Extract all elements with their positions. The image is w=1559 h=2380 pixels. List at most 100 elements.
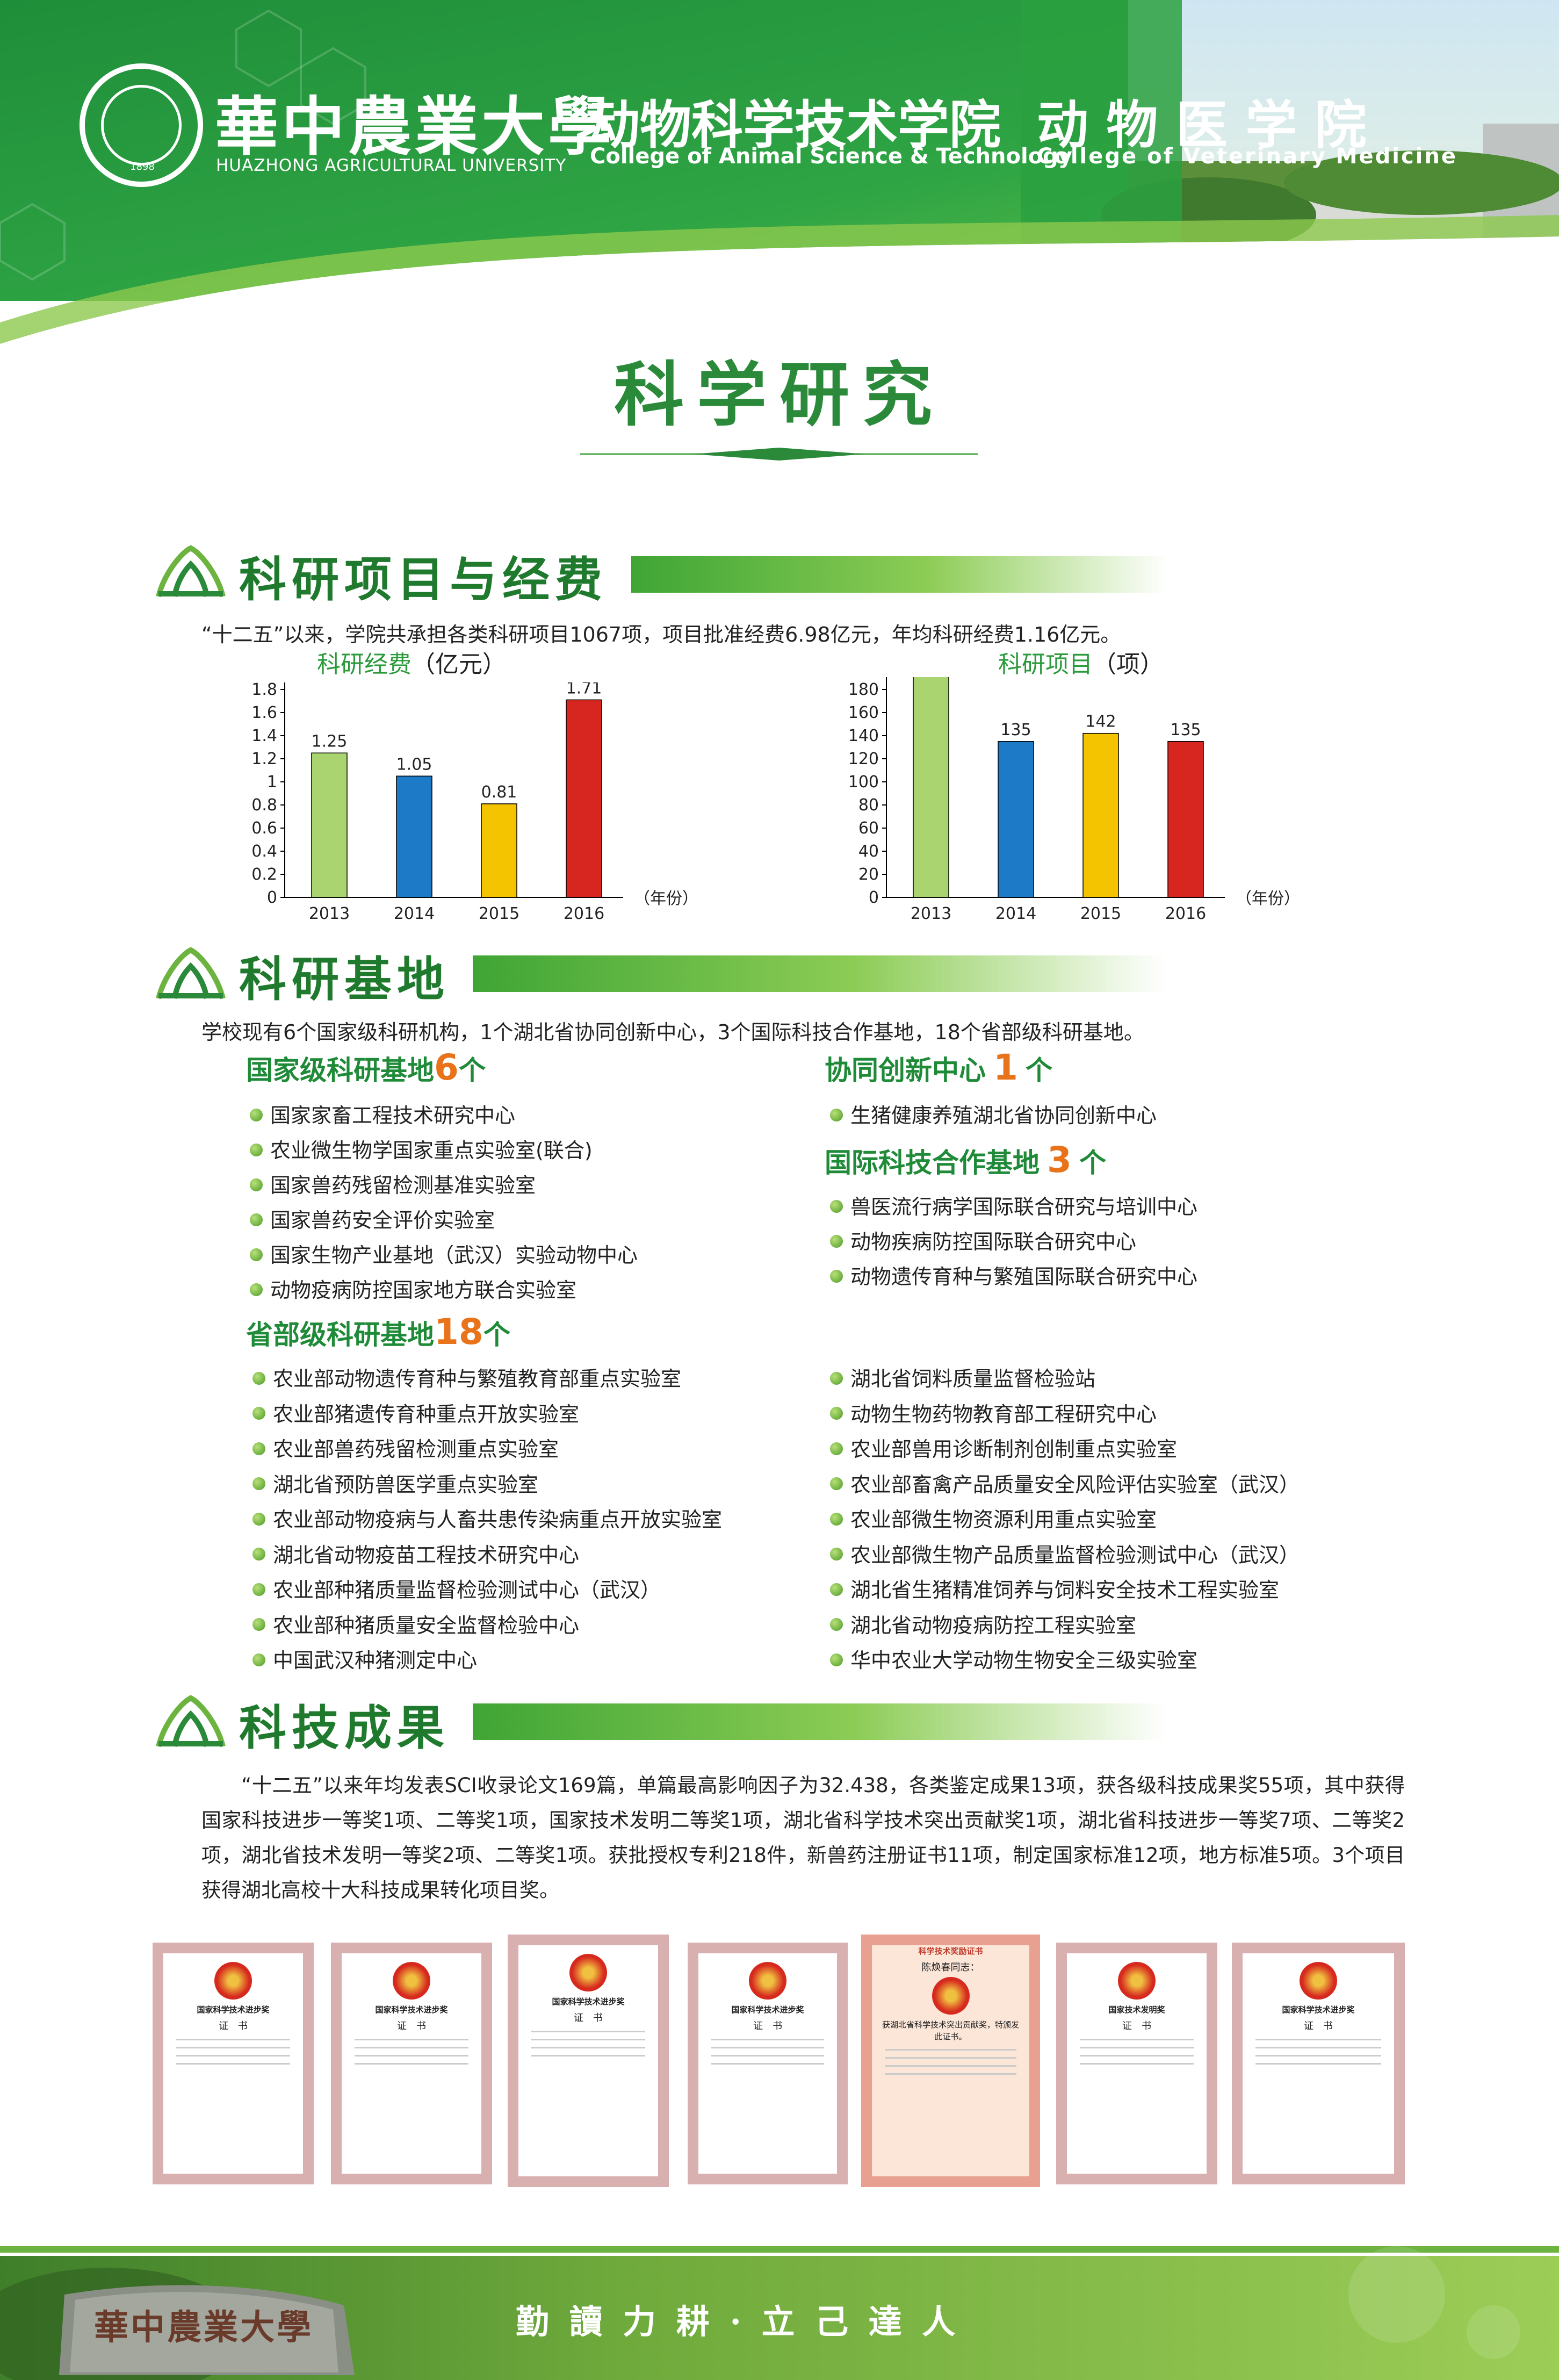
- certificate-award: 国家技术发明奖: [1108, 2005, 1165, 2015]
- x-tick-label: 2014: [995, 904, 1036, 923]
- certificate-text-line: [711, 2055, 824, 2057]
- list-item: 湖北省生猪精准饲养与饲料安全技术工程实验室: [830, 1573, 1300, 1609]
- data-label: 135: [1170, 721, 1201, 739]
- certificate-word: 证 书: [219, 2021, 248, 2032]
- footer-motto: 勤 讀 力 耕 · 立 己 達 人: [516, 2302, 960, 2341]
- y-tick-label: 0: [267, 888, 277, 907]
- chart2-title: 科研项目（项）: [998, 651, 1164, 678]
- y-tick-label: 40: [858, 842, 879, 861]
- certificate-text-line: [711, 2039, 824, 2040]
- y-tick-label: 0: [869, 888, 879, 907]
- certificate-text-line: [885, 2049, 1016, 2051]
- y-tick-label: 160: [848, 703, 879, 722]
- certificate-word: 陈焕春同志：: [921, 1962, 980, 1973]
- bar: [1082, 732, 1119, 898]
- certificate-word: 证 书: [753, 2021, 782, 2032]
- bar: [481, 803, 517, 898]
- national-emblem-icon: [214, 1962, 252, 2000]
- list-item: 湖北省预防兽医学重点实验室: [252, 1468, 722, 1504]
- list-item: 动物疫病防控国家地方联合实验室: [250, 1274, 638, 1308]
- achievements-paragraph: “十二五”以来年均发表SCI收录论文169篇，单篇最高影响因子为32.438，各…: [201, 1774, 1405, 1902]
- data-label: 1.25: [312, 732, 348, 751]
- y-tick-label: 60: [858, 819, 879, 838]
- certificate-card: 科学技术奖励证书 陈焕春同志： 获湖北省科学技术突出贡献奖，特颁发此证书。: [861, 1935, 1040, 2187]
- logo-emblem-icon: [101, 85, 182, 166]
- y-tick-label: 1: [267, 773, 277, 792]
- list-item: 农业部畜禽产品质量安全风险评估实验室（武汉）: [830, 1468, 1300, 1504]
- intl-bases-heading: 国际科技合作基地 3 个: [825, 1139, 1106, 1181]
- bar: [566, 699, 602, 898]
- projects-chart: 0204060801001201401601802001952013135201…: [848, 677, 1300, 923]
- national-emblem-icon: [749, 1962, 786, 2000]
- national-emblem-icon: [932, 1977, 970, 2015]
- bases-intro: 学校现有6个国家级科研机构，1个湖北省协同创新中心，3个国际科技合作基地，18个…: [201, 1020, 1144, 1044]
- y-tick-label: 1.6: [251, 703, 277, 722]
- national-emblem-icon: [569, 1954, 607, 1991]
- y-tick-label: 0.6: [251, 819, 277, 838]
- certificate-text-line: [355, 2039, 468, 2040]
- y-tick-label: 0.4: [251, 842, 277, 861]
- college2-name-en: College of Veterinary Medicine: [1037, 144, 1457, 169]
- list-item: 动物疾病防控国际联合研究中心: [830, 1225, 1197, 1260]
- college2-name-cn: 动 物 医 学 院: [1037, 95, 1367, 155]
- section-emblem-icon: [156, 545, 226, 598]
- footer-stone-inscription: 華中農業大學: [94, 2307, 313, 2348]
- list-item: 国家兽药安全评价实验室: [250, 1204, 638, 1239]
- certificate-text-line: [176, 2063, 290, 2065]
- funding-intro: “十二五”以来，学院共承担各类科研项目1067项，项目批准经费6.98亿元，年均…: [201, 623, 1121, 646]
- certificate-text-line: [531, 2055, 645, 2057]
- list-item: 农业部种猪质量监督检验测试中心（武汉）: [252, 1573, 722, 1609]
- data-label: 142: [1085, 713, 1116, 731]
- footer-background: [0, 2246, 1559, 2380]
- certificate-text-line: [1255, 2063, 1381, 2065]
- x-tick-label: 2016: [1165, 904, 1206, 923]
- certificate-text-line: [355, 2055, 468, 2057]
- y-tick-label: 80: [858, 796, 879, 815]
- national-emblem-icon: [393, 1962, 430, 2000]
- collab-center-heading: 协同创新中心 1 个: [825, 1047, 1052, 1088]
- provincial-bases-list-right: 湖北省饲料质量监督检验站 动物生物药物教育部工程研究中心 农业部兽用诊断制剂创制…: [830, 1362, 1300, 1679]
- bar: [1167, 741, 1204, 898]
- funding-chart: 00.20.40.60.811.21.41.61.81.2520131.0520…: [251, 682, 698, 923]
- y-tick-label: 1.4: [251, 727, 277, 745]
- certificate-text-line: [531, 2039, 645, 2040]
- bar: [396, 775, 432, 898]
- data-label: 135: [1000, 721, 1031, 739]
- certificate-text-line: [1080, 2047, 1194, 2048]
- list-item: 湖北省动物疫病防控工程实验室: [830, 1609, 1300, 1644]
- list-item: 农业部动物疫病与人畜共患传染病重点开放实验室: [252, 1503, 722, 1538]
- logo-year: 1898: [130, 161, 155, 172]
- college1-name-en: College of Animal Science & Technology: [590, 144, 1072, 169]
- certificate-word: 证 书: [1122, 2021, 1151, 2032]
- certificate-text-line: [1255, 2039, 1381, 2040]
- provincial-bases-list-left: 农业部动物遗传育种与繁殖教育部重点实验室 农业部猪遗传育种重点开放实验室 农业部…: [252, 1362, 722, 1679]
- section-title-funding: 科研项目与经费: [239, 552, 608, 607]
- certificate-text-line: [885, 2057, 1016, 2059]
- y-tick-label: 1.8: [251, 682, 277, 699]
- certificate-award: 国家科学技术进步奖: [552, 1997, 625, 2007]
- intl-bases-list: 兽医流行病学国际联合研究与培训中心 动物疾病防控国际联合研究中心 动物遗传育种与…: [830, 1190, 1197, 1295]
- certificate-text-line: [1080, 2055, 1194, 2057]
- list-item: 生猪健康养殖湖北省协同创新中心: [830, 1099, 1157, 1134]
- bar: [311, 752, 348, 898]
- x-tick-label: 2013: [309, 904, 350, 923]
- certificate-text-line: [176, 2039, 290, 2040]
- x-tick-label: 2015: [1080, 904, 1121, 923]
- header-background: [0, 0, 1559, 376]
- list-item: 农业部种猪质量安全监督检验中心: [252, 1609, 722, 1644]
- bar: [913, 677, 949, 898]
- x-tick-label: 2013: [911, 904, 951, 923]
- certificate-word: 证 书: [397, 2021, 426, 2032]
- section-emblem-icon: [156, 1695, 226, 1748]
- certificate-text-line: [355, 2063, 468, 2065]
- y-tick-label: 180: [848, 680, 879, 699]
- bar: [998, 741, 1034, 898]
- y-tick-label: 0.8: [251, 796, 277, 815]
- certificate-text-line: [176, 2047, 290, 2048]
- certificate-card: 国家科学技术进步奖证 书: [153, 1943, 314, 2184]
- list-item: 农业部猪遗传育种重点开放实验室: [252, 1398, 722, 1433]
- list-item: 农业部微生物产品质量监督检验测试中心（武汉）: [830, 1538, 1300, 1574]
- national-bases-list: 国家家畜工程技术研究中心 农业微生物学国家重点实验室(联合) 国家兽药残留检测基…: [250, 1099, 638, 1308]
- provincial-bases-heading: 省部级科研基地18个: [246, 1311, 510, 1353]
- list-item: 湖北省动物疫苗工程技术研究中心: [252, 1538, 722, 1574]
